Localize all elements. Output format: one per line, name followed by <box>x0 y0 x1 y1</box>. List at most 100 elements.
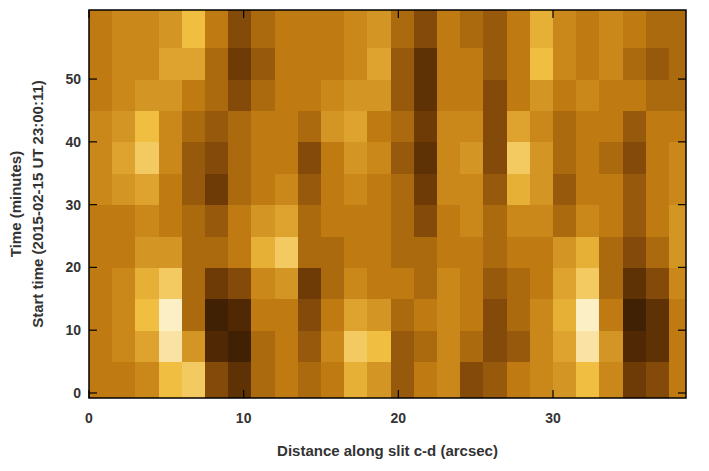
cell <box>298 267 322 299</box>
cell <box>205 79 229 111</box>
cell <box>507 110 531 142</box>
cell <box>646 330 670 362</box>
cell <box>623 267 647 299</box>
cell <box>599 299 623 331</box>
y-tick-label: 10 <box>65 322 81 338</box>
cell <box>437 299 461 331</box>
y-tick-right <box>678 78 686 79</box>
cell <box>414 205 438 237</box>
cell <box>228 362 252 398</box>
cell <box>275 299 299 331</box>
cell <box>460 330 484 362</box>
cell <box>576 236 600 268</box>
cell <box>251 236 275 268</box>
cell <box>391 205 415 237</box>
cell <box>530 110 554 142</box>
cell <box>112 362 136 398</box>
cell <box>599 362 623 398</box>
cell <box>553 236 577 268</box>
cell <box>623 142 647 174</box>
cell <box>646 10 670 48</box>
cell <box>553 330 577 362</box>
cell <box>669 299 686 331</box>
cell <box>646 48 670 80</box>
cell <box>112 48 136 80</box>
cell <box>646 79 670 111</box>
cell <box>530 330 554 362</box>
y-axis-subtitle: Start time (2015-02-15 UT 23:00:11) <box>29 80 46 328</box>
cell <box>391 362 415 398</box>
cell <box>298 330 322 362</box>
cell <box>599 142 623 174</box>
cell <box>530 267 554 299</box>
cell <box>344 236 368 268</box>
cell <box>460 142 484 174</box>
cell <box>228 142 252 174</box>
cell <box>530 236 554 268</box>
cell <box>112 205 136 237</box>
cell <box>275 110 299 142</box>
cell <box>553 79 577 111</box>
cell <box>89 142 113 174</box>
cell <box>483 173 507 205</box>
cell <box>507 10 531 48</box>
cell <box>182 142 206 174</box>
cell <box>669 330 686 362</box>
cell <box>251 267 275 299</box>
cell <box>344 299 368 331</box>
cell <box>646 110 670 142</box>
cell <box>112 110 136 142</box>
cell <box>135 299 159 331</box>
cell <box>599 79 623 111</box>
cell <box>205 299 229 331</box>
cell <box>344 173 368 205</box>
cell <box>228 205 252 237</box>
cell <box>89 205 113 237</box>
cell <box>437 173 461 205</box>
cell <box>367 299 391 331</box>
x-tick-top <box>88 10 89 18</box>
cell <box>251 299 275 331</box>
cell <box>159 142 183 174</box>
cell <box>599 48 623 80</box>
cell <box>507 79 531 111</box>
cell <box>414 142 438 174</box>
cell <box>159 10 183 48</box>
cell <box>135 10 159 48</box>
x-tick-top <box>243 10 244 18</box>
cell <box>228 173 252 205</box>
cell <box>228 299 252 331</box>
cell <box>530 48 554 80</box>
cell <box>89 362 113 398</box>
cell <box>205 236 229 268</box>
cell <box>530 362 554 398</box>
cell <box>599 236 623 268</box>
cell <box>159 110 183 142</box>
cell <box>205 110 229 142</box>
cell <box>460 267 484 299</box>
x-tick-top <box>552 10 553 18</box>
cell <box>391 236 415 268</box>
cell <box>135 267 159 299</box>
cell <box>553 205 577 237</box>
cell <box>321 205 345 237</box>
cell <box>321 173 345 205</box>
cell <box>599 267 623 299</box>
cell <box>391 267 415 299</box>
cell <box>112 236 136 268</box>
cell <box>391 142 415 174</box>
cell <box>89 267 113 299</box>
cell <box>507 173 531 205</box>
cell <box>460 10 484 48</box>
x-tick <box>243 390 244 398</box>
cell <box>367 173 391 205</box>
cell <box>344 48 368 80</box>
cell <box>321 299 345 331</box>
cell <box>159 205 183 237</box>
cell <box>182 79 206 111</box>
cell <box>646 299 670 331</box>
cell <box>298 142 322 174</box>
cell <box>507 267 531 299</box>
cell <box>391 110 415 142</box>
y-tick-label: 20 <box>65 259 81 275</box>
